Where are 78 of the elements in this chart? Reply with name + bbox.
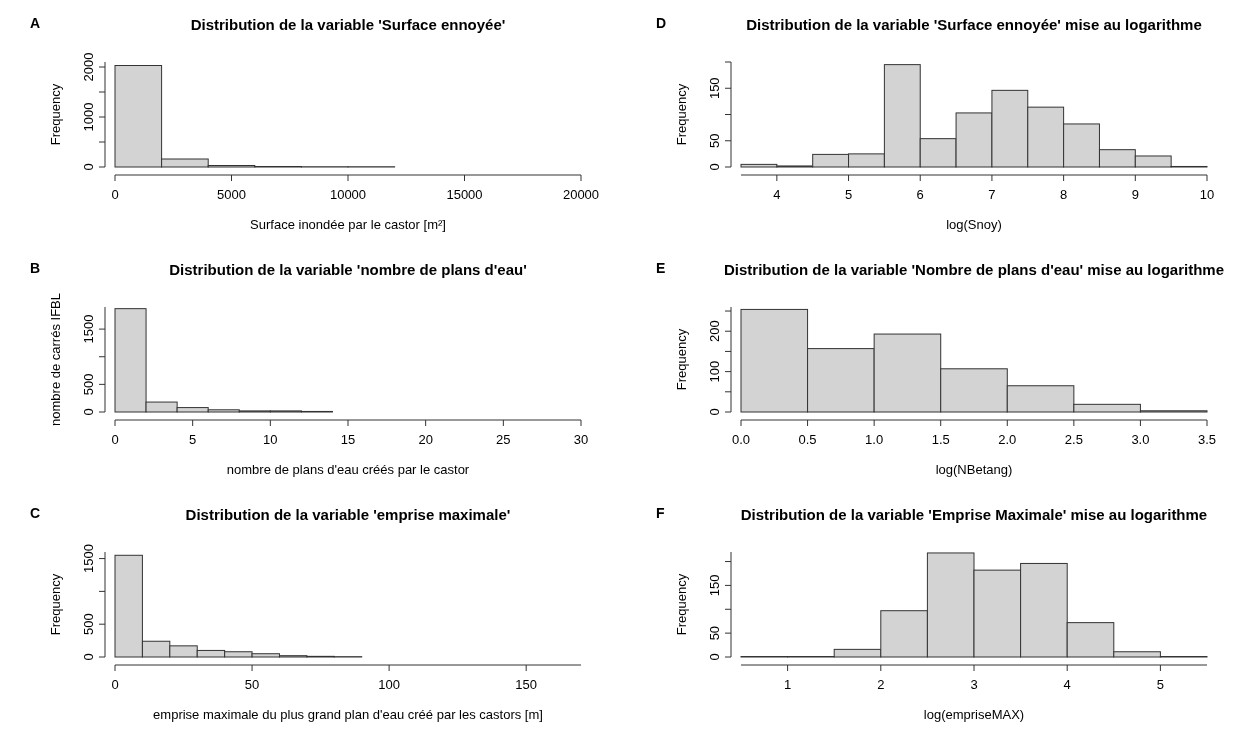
y-axis-title: Frequency [674, 328, 689, 391]
text: B [30, 260, 41, 276]
x-tick-label: 100 [378, 677, 400, 692]
text: D [656, 15, 667, 31]
x-tick-label: 150 [515, 677, 538, 692]
x-tick-label: 5 [189, 432, 197, 447]
y-tick-label: 500 [81, 373, 96, 396]
chart-title: Distribution de la variable 'Nombre de plans d'eau' mise au logarithme [724, 261, 1224, 278]
x-axis-title: emprise maximale du plus grand plan d'eau créé par les castors [m] [153, 707, 543, 722]
y-tick-label: 150 [707, 77, 722, 100]
x-tick-label: 1 [783, 677, 792, 692]
x-tick-label: 30 [573, 432, 589, 447]
y-tick-label: 1500 [81, 314, 96, 344]
x-tick-label: 10000 [329, 187, 367, 202]
y-tick-label: 1500 [81, 544, 96, 574]
x-tick-label: 3.0 [1131, 432, 1150, 447]
y-tick-label: 200 [707, 320, 722, 343]
x-tick-label: 0.0 [731, 432, 751, 447]
y-tick-label: 1000 [81, 102, 96, 132]
y-tick-label: 0 [81, 408, 96, 416]
chart-title: Distribution de la variable 'Surface ennoyée' [190, 16, 506, 33]
y-tick-label: 0 [81, 163, 96, 171]
x-tick-label: 4 [773, 187, 781, 202]
x-tick-label: 0 [111, 432, 119, 447]
text: E [656, 260, 666, 276]
text: C [30, 505, 41, 521]
x-tick-label: 0 [111, 677, 119, 692]
x-tick-label: 10 [263, 432, 278, 447]
x-axis-title: Surface inondée par le castor [m²] [250, 217, 446, 232]
x-axis-title: nombre de plans d'eau créés par le castor [226, 462, 470, 477]
text: F [656, 505, 665, 521]
x-tick-label: 0 [111, 187, 119, 202]
y-tick-label: 100 [707, 360, 722, 383]
x-tick-label: 10 [1199, 187, 1215, 202]
x-tick-label: 4 [1063, 677, 1071, 692]
x-tick-label: 20000 [562, 187, 600, 202]
text: A [30, 15, 41, 31]
x-tick-label: 50 [244, 677, 260, 692]
y-axis-title: Frequency [674, 83, 689, 146]
x-tick-label: 5 [1156, 677, 1165, 692]
x-axis-title: log(empriseMAX) [923, 707, 1025, 722]
chart-title: Distribution de la variable 'Emprise Maximale' mise au logarithme [740, 506, 1208, 523]
y-tick-label: 0 [707, 163, 722, 171]
y-axis-title: nombre de carrés IFBL [48, 293, 63, 426]
y-axis-title: Frequency [48, 573, 63, 636]
x-tick-label: 2 [877, 677, 885, 692]
y-tick-label: 0 [81, 653, 96, 661]
chart-title: Distribution de la variable 'Surface ennoyée' mise au logarithme [746, 16, 1202, 33]
x-tick-label: 5000 [217, 187, 246, 202]
x-tick-label: 20 [418, 432, 433, 447]
y-tick-label: 0 [707, 408, 722, 416]
y-tick-label: 0 [707, 653, 722, 661]
x-tick-label: 2.5 [1064, 432, 1083, 447]
x-tick-label: 1.0 [865, 432, 884, 447]
y-tick-label: 50 [707, 625, 722, 641]
x-axis-title: log(Snoy) [946, 217, 1002, 232]
x-axis-title: log(NBetang) [935, 462, 1013, 477]
chart-title: Distribution de la variable 'nombre de plans d'eau' [169, 261, 527, 278]
x-tick-label: 9 [1131, 187, 1139, 202]
x-tick-label: 7 [988, 187, 996, 202]
x-tick-label: 25 [496, 432, 511, 447]
x-tick-label: 6 [916, 187, 924, 202]
chart-title: Distribution de la variable 'emprise maximale' [185, 506, 511, 523]
x-tick-label: 2.0 [998, 432, 1017, 447]
x-tick-label: 1.5 [931, 432, 950, 447]
x-tick-label: 5 [844, 187, 853, 202]
x-tick-label: 8 [1060, 187, 1068, 202]
x-tick-label: 3.5 [1197, 432, 1217, 447]
y-axis-title: Frequency [48, 83, 63, 146]
x-tick-label: 3 [970, 677, 978, 692]
x-tick-label: 0.5 [798, 432, 817, 447]
x-tick-label: 15 [340, 432, 356, 447]
y-tick-label: 500 [81, 613, 96, 636]
y-tick-label: 2000 [81, 52, 96, 82]
x-tick-label: 15000 [446, 187, 483, 202]
y-axis-title: Frequency [674, 573, 689, 636]
y-tick-label: 150 [707, 574, 722, 597]
y-tick-label: 50 [707, 133, 722, 148]
